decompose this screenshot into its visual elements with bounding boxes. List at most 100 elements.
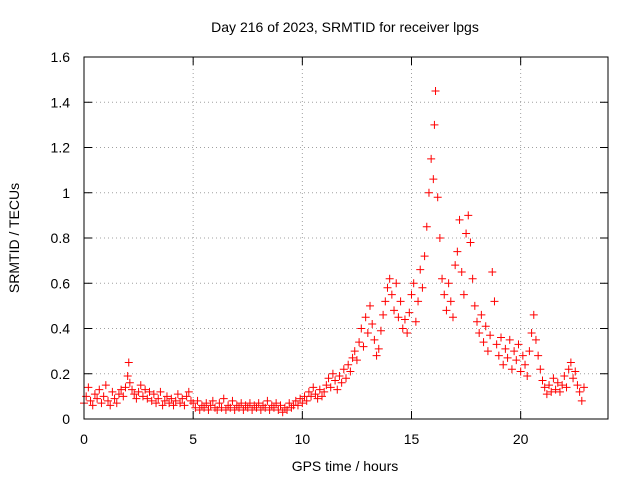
data-point (322, 381, 331, 390)
data-point (442, 306, 451, 315)
data-point (551, 385, 560, 394)
data-point (370, 335, 379, 344)
data-point (514, 340, 523, 349)
data-point (446, 297, 455, 306)
data-point (202, 399, 211, 408)
data-point (158, 401, 167, 410)
data-point (352, 356, 361, 365)
data-point (430, 120, 439, 129)
data-point (420, 252, 429, 261)
data-point (348, 353, 357, 362)
data-point (366, 301, 375, 310)
data-point (579, 383, 588, 392)
data-point (545, 381, 554, 390)
data-point (333, 385, 342, 394)
data-point (427, 154, 436, 163)
data-point (433, 193, 442, 202)
data-point (265, 405, 274, 414)
data-point (435, 234, 444, 242)
x-tick-label: 0 (80, 431, 88, 447)
data-point (555, 387, 564, 396)
data-point (248, 405, 257, 414)
data-point (324, 374, 333, 383)
data-point (464, 211, 473, 220)
y-axis-title: SRMTID / TECUs (6, 183, 22, 293)
x-tick-label: 15 (404, 431, 420, 447)
data-point (149, 390, 158, 399)
data-point (176, 399, 185, 408)
data-point (466, 238, 475, 247)
data-point (124, 358, 133, 367)
data-point (455, 215, 464, 224)
data-point (123, 372, 132, 381)
data-point (110, 394, 119, 403)
data-point (523, 372, 532, 381)
data-point (313, 394, 322, 403)
data-point (230, 405, 239, 414)
data-point (331, 376, 340, 385)
data-point (483, 347, 492, 356)
data-point (492, 340, 501, 349)
data-point (488, 267, 497, 276)
data-point (516, 367, 525, 376)
data-point (573, 381, 582, 390)
x-tick-labels: 0 5 10 15 20 (80, 431, 529, 447)
data-point (311, 390, 320, 399)
data-point (339, 365, 348, 374)
data-point (219, 394, 228, 403)
y-tick-label: 1.6 (51, 49, 71, 65)
data-point (424, 188, 433, 197)
data-point (173, 390, 182, 399)
data-point (245, 399, 254, 408)
data-point (226, 403, 235, 412)
data-point (239, 405, 248, 414)
data-point (534, 351, 543, 360)
data-point (95, 385, 104, 394)
data-point (531, 335, 540, 344)
data-point (562, 383, 571, 392)
data-point (361, 313, 370, 322)
data-point (400, 315, 409, 324)
x-tick-label: 10 (295, 431, 311, 447)
data-point (577, 396, 586, 405)
data-point (278, 408, 287, 417)
data-point (99, 392, 108, 401)
data-point (422, 222, 431, 231)
data-point (302, 396, 311, 405)
data-point (518, 351, 527, 360)
data-point (101, 381, 110, 390)
data-point (104, 396, 113, 405)
data-point (547, 387, 556, 396)
data-point (130, 390, 139, 399)
data-point (569, 374, 578, 383)
data-point (357, 324, 366, 333)
data-point (521, 360, 530, 369)
data-point (344, 360, 353, 369)
data-point (538, 376, 547, 385)
data-point (307, 392, 316, 401)
data-point (97, 399, 106, 408)
data-point (145, 387, 154, 396)
data-point (542, 390, 551, 399)
data-point (276, 401, 285, 410)
data-point (407, 290, 416, 299)
data-point (189, 399, 198, 408)
data-point (431, 86, 440, 95)
data-point (204, 405, 213, 414)
data-point (213, 405, 222, 414)
data-point (221, 405, 230, 414)
data-point (566, 358, 575, 367)
data-point (507, 365, 516, 374)
data-point (121, 383, 130, 392)
y-tick-label: 1.2 (51, 140, 71, 156)
y-tick-label: 0.4 (51, 321, 71, 337)
data-point (499, 360, 508, 369)
data-point (84, 383, 93, 392)
data-point (125, 378, 134, 387)
data-point (390, 306, 399, 315)
data-point (564, 365, 573, 374)
data-point (503, 353, 512, 362)
data-point (558, 381, 567, 390)
data-point (396, 297, 405, 306)
